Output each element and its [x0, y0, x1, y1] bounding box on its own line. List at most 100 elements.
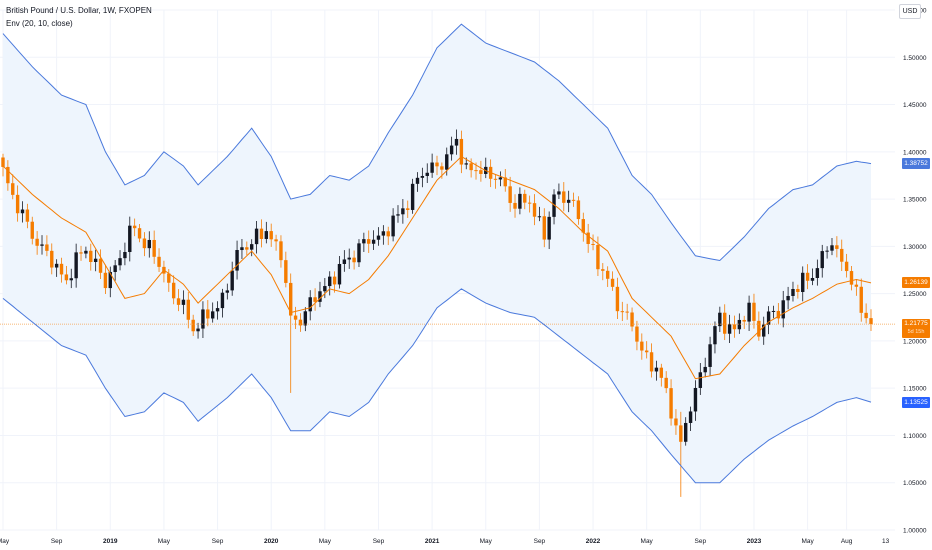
candle-body: [683, 422, 688, 442]
candle: [615, 277, 620, 320]
candle-body: [703, 366, 707, 373]
candle: [371, 230, 376, 250]
candle: [459, 130, 464, 174]
y-tick-label: 1.20000: [903, 338, 927, 345]
x-tick-label: 2020: [264, 538, 279, 545]
candle-body: [791, 288, 795, 296]
candle: [737, 313, 742, 334]
candle-body: [805, 272, 810, 281]
candle: [367, 230, 371, 253]
candle-body: [420, 175, 425, 178]
candle-body: [552, 194, 556, 217]
candle: [245, 241, 249, 256]
candle-body: [430, 162, 434, 173]
candle: [718, 306, 722, 333]
candle-body: [376, 235, 381, 240]
x-tick-label: May: [319, 538, 332, 545]
lower-envelope-line: [2, 288, 872, 484]
candle-body: [371, 239, 376, 244]
candle-body: [596, 244, 600, 270]
lower-envelope-price-tag: 1.13525: [902, 396, 930, 408]
candle-body: [542, 216, 546, 240]
candle-body: [445, 154, 449, 170]
candle-body: [147, 239, 151, 249]
candle: [757, 311, 761, 341]
candle-body: [220, 292, 225, 309]
candle-body: [532, 203, 537, 217]
candle-body: [401, 208, 405, 215]
candle: [337, 256, 342, 289]
x-tick-label: May: [801, 538, 814, 545]
candles-layer: [1, 129, 873, 497]
symbol-title: British Pound / U.S. Dollar, 1W, FXOPEN: [6, 6, 152, 15]
candle-body: [810, 277, 815, 281]
candle-body: [269, 231, 273, 240]
candle: [835, 236, 839, 258]
candle: [581, 212, 585, 242]
candle: [210, 302, 215, 323]
candle: [147, 231, 151, 258]
candle-body: [566, 199, 571, 203]
candle-body: [35, 238, 39, 246]
candle-body: [406, 208, 410, 210]
candle: [810, 268, 815, 286]
candle-body: [640, 341, 644, 351]
candle: [415, 172, 420, 192]
candle: [313, 288, 317, 311]
candle-body: [698, 372, 703, 388]
candle-body: [342, 259, 347, 264]
candle: [727, 314, 732, 343]
candle-body: [357, 243, 361, 263]
candle: [284, 251, 288, 288]
candle: [264, 221, 269, 244]
candle: [532, 194, 537, 226]
candle-body: [313, 297, 317, 302]
candle: [289, 273, 293, 393]
candle-body: [718, 312, 722, 327]
candle-body: [762, 324, 766, 337]
candle: [864, 303, 868, 324]
candle: [191, 314, 195, 336]
candle-body: [132, 225, 137, 229]
candle-body: [225, 290, 230, 293]
candle: [688, 406, 693, 432]
candle-body: [586, 232, 590, 244]
candle-body: [508, 186, 512, 203]
candle: [30, 216, 34, 245]
candle-body: [601, 269, 605, 271]
candle: [274, 234, 278, 251]
candle-body: [752, 302, 756, 321]
candle: [352, 250, 356, 270]
candle-body: [59, 263, 64, 275]
candle-body: [630, 312, 634, 327]
candle-body: [796, 288, 800, 292]
candle: [752, 293, 756, 329]
candle-body: [328, 276, 332, 287]
candle-body: [98, 258, 103, 273]
candle-body: [391, 215, 395, 237]
candle-body: [30, 221, 34, 239]
candle: [128, 216, 132, 262]
candle: [825, 246, 829, 259]
axes: 1.550001.500001.450001.400001.350001.300…: [0, 8, 927, 546]
candle-body: [249, 244, 254, 250]
candle: [493, 174, 498, 189]
candle: [644, 341, 649, 359]
candle-body: [659, 367, 664, 378]
candle: [586, 223, 590, 253]
candle-body: [240, 247, 244, 251]
candle-body: [727, 324, 732, 334]
candle-body: [308, 297, 312, 312]
candle-body: [801, 272, 805, 292]
candle-body: [64, 274, 69, 281]
candle-body: [742, 319, 746, 322]
candle: [401, 199, 405, 224]
candle-body: [815, 268, 820, 278]
candle-body: [776, 310, 781, 319]
candle: [74, 243, 78, 288]
currency-selector[interactable]: USD: [899, 4, 921, 19]
candle: [132, 218, 137, 237]
indicator-label[interactable]: Env (20, 10, close): [6, 19, 73, 28]
